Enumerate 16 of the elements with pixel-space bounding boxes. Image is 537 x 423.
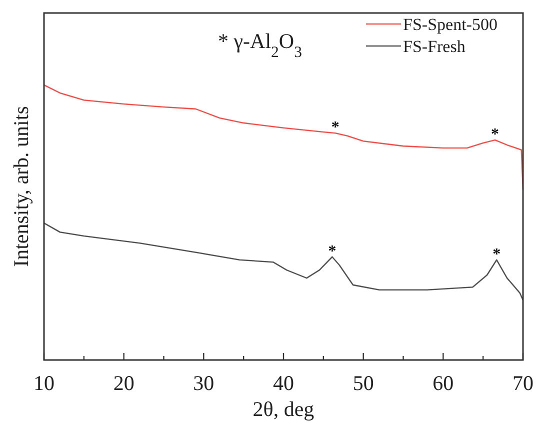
annotation: * bbox=[491, 126, 500, 143]
x-tick-label: 30 bbox=[193, 371, 214, 395]
annotation: * bbox=[328, 242, 336, 260]
x-tick-label: 70 bbox=[512, 371, 534, 395]
x-tick-label: 20 bbox=[113, 371, 134, 395]
x-tick-label: 50 bbox=[352, 371, 374, 395]
annotation: * bbox=[331, 119, 340, 136]
legend-label: FS-Fresh bbox=[403, 37, 466, 56]
text: * γ-Al$_{2}$O$_{3}$ bbox=[218, 29, 302, 60]
x-tick-label: 40 bbox=[273, 371, 294, 395]
x-tick-label: 60 bbox=[432, 371, 454, 395]
annotation: * bbox=[492, 246, 501, 263]
x-axis-title: 2θ, deg bbox=[252, 397, 315, 421]
legend-label: FS-Spent-500 bbox=[403, 15, 498, 34]
x-tick-label: 10 bbox=[34, 371, 54, 395]
y-axis-title: Intensity, arb. units bbox=[9, 106, 33, 267]
